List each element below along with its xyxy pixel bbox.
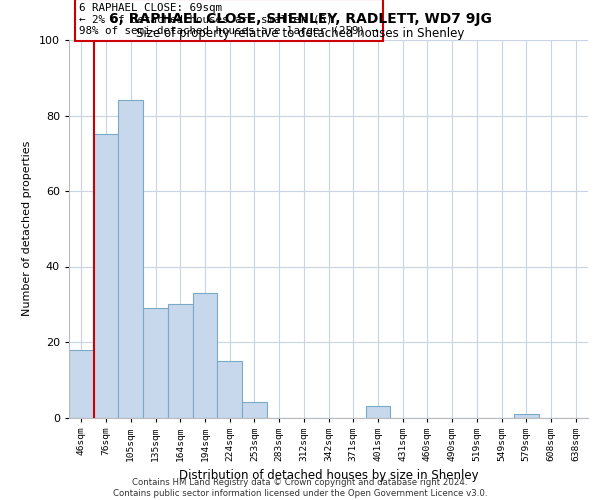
Text: Size of property relative to detached houses in Shenley: Size of property relative to detached ho… (136, 28, 464, 40)
Y-axis label: Number of detached properties: Number of detached properties (22, 141, 32, 316)
Bar (143, 308, 168, 418)
Bar (365, 406, 390, 417)
Bar (118, 100, 143, 417)
Bar (168, 304, 193, 418)
Text: 6, RAPHAEL CLOSE, SHENLEY, RADLETT, WD7 9JG: 6, RAPHAEL CLOSE, SHENLEY, RADLETT, WD7 … (109, 12, 491, 26)
Bar (94, 134, 118, 418)
Bar (217, 361, 242, 418)
Bar (514, 414, 539, 418)
Text: 6 RAPHAEL CLOSE: 69sqm
← 2% of detached houses are smaller (5)
98% of semi-detac: 6 RAPHAEL CLOSE: 69sqm ← 2% of detached … (79, 3, 379, 36)
Bar (69, 350, 94, 418)
Bar (193, 293, 217, 418)
Bar (242, 402, 267, 417)
Text: Contains HM Land Registry data © Crown copyright and database right 2024.
Contai: Contains HM Land Registry data © Crown c… (113, 478, 487, 498)
X-axis label: Distribution of detached houses by size in Shenley: Distribution of detached houses by size … (179, 470, 478, 482)
